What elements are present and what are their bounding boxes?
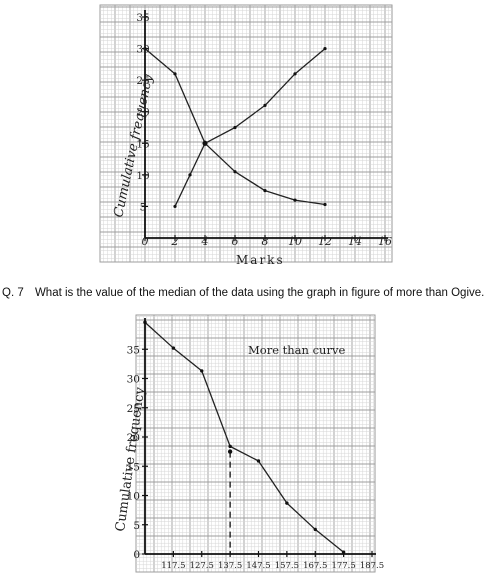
data-point [263, 189, 267, 193]
data-point [323, 202, 327, 207]
grid [99, 4, 393, 263]
x-tick-label: 16 [378, 235, 392, 248]
x-tick-label: 2 [171, 235, 179, 248]
y-tick-label: 25 [136, 75, 149, 87]
x-tick-label: 127.5 [190, 561, 214, 571]
x-tick-label: 8 [262, 235, 269, 248]
y-tick-label: 15 [127, 461, 140, 473]
question-text: What is the value of the median of the d… [34, 287, 485, 299]
y-tick-label: 20 [136, 107, 149, 119]
series [143, 46, 327, 209]
x-tick-label: 117.5 [161, 561, 185, 571]
x-tick-label: 4 [201, 235, 209, 248]
data-point [171, 346, 176, 350]
intersection-point [202, 140, 208, 146]
y-tick-label: 30 [136, 44, 149, 56]
y-tick-label: 35 [136, 12, 149, 24]
y-tick-label: 10 [127, 491, 140, 503]
y-tick-label: 15 [136, 138, 149, 150]
grid [135, 314, 376, 573]
data-point [293, 72, 297, 76]
y-tick-label: 5 [140, 201, 147, 213]
y-tick-label: 10 [136, 170, 149, 182]
question-number: Q. 7 [2, 287, 24, 299]
data-point [200, 369, 204, 373]
annotation-more-than-curve: More than curve [248, 343, 345, 357]
x-tick-label: 157.5 [275, 561, 299, 571]
data-point [233, 125, 237, 130]
tick-labels: 117.5 127.5 137.5 147.5 157.5 167.5 177.5 187.5… [127, 344, 385, 571]
data-point [188, 173, 192, 177]
x-tick-label: 177.5 [331, 561, 355, 571]
data-point [143, 320, 147, 325]
data-point [173, 204, 177, 209]
question: Q. 7 What is the value of the median of … [2, 287, 484, 299]
data-point [228, 444, 232, 449]
data-point [323, 46, 327, 51]
y-tick-label: 35 [127, 344, 140, 356]
median-point [227, 449, 233, 454]
x-tick-label: 12 [318, 235, 332, 248]
y-tick-label: 20 [127, 432, 140, 444]
data-point [293, 198, 297, 202]
series [143, 320, 346, 554]
x-tick-label: 137.5 [218, 561, 242, 571]
tick-labels: 0 2 4 6 8 10 12 14 16 5 10 15 20 25 30 35 [136, 12, 392, 248]
x-axis-label: Marks [236, 253, 285, 267]
y-tick-label: 25 [127, 403, 140, 415]
y-tick-label: 30 [127, 374, 140, 386]
data-point [233, 170, 237, 174]
x-tick-label: 14 [348, 235, 362, 248]
series-line-1 [144, 321, 345, 553]
data-point [285, 501, 289, 505]
x-tick-label: 10 [288, 235, 302, 248]
x-tick-label: 167.5 [303, 561, 327, 571]
x-tick-label: 0 [142, 235, 149, 248]
x-tick-label: 187.5 [360, 561, 384, 571]
y-tick-label: 5 [133, 520, 140, 532]
data-point [173, 72, 177, 76]
data-point [313, 527, 317, 532]
x-tick-label: 147.5 [246, 561, 270, 571]
data-point [256, 459, 261, 463]
x-tick-label: 6 [232, 235, 239, 248]
y-tick-label: 0 [133, 549, 140, 561]
data-point [263, 103, 267, 107]
axes [144, 318, 376, 555]
ogive-chart-2: 117.5 127.5 137.5 147.5 157.5 167.5 177.5 187.5… [113, 314, 385, 573]
